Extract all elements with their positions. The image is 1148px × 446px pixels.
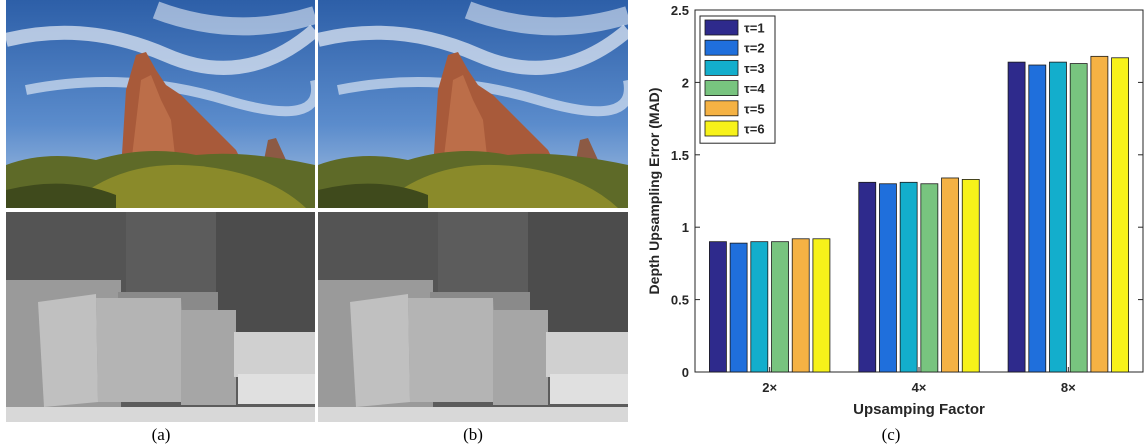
- landscape-photo-a: [6, 0, 315, 208]
- bar: [1090, 55, 1109, 373]
- legend-swatch: [704, 120, 739, 137]
- y-tick-label: 1.5: [671, 148, 689, 163]
- legend-swatch: [704, 80, 739, 96]
- bar: [729, 242, 748, 373]
- y-tick-label: 2: [682, 75, 689, 90]
- depth-map-a: [6, 212, 315, 422]
- image-a-landscape: [6, 0, 315, 208]
- bar: [771, 241, 789, 373]
- x-axis-label: Upsamping Factor: [853, 401, 985, 418]
- bar: [899, 181, 918, 373]
- image-b-depth-map: [318, 212, 628, 422]
- bar: [1069, 63, 1088, 373]
- bar: [941, 177, 959, 373]
- bar: [1028, 64, 1047, 373]
- y-tick-label: 0.5: [671, 293, 689, 308]
- legend-swatch: [704, 19, 739, 36]
- bar: [1007, 61, 1026, 373]
- caption-b: (b): [463, 425, 483, 444]
- y-tick-label: 1: [682, 220, 689, 235]
- bar: [920, 183, 939, 373]
- bar: [709, 241, 727, 373]
- y-tick-label: 0: [682, 365, 689, 380]
- landscape-photo-b: [318, 0, 628, 208]
- legend-label: τ=2: [744, 41, 765, 56]
- legend-label: τ=6: [744, 122, 765, 137]
- y-axis-label: Depth Upsampling Error (MAD): [646, 88, 662, 295]
- legend-label: τ=1: [744, 21, 765, 36]
- legend-swatch: [704, 39, 739, 56]
- bar: [1049, 61, 1067, 373]
- legend-swatch: [704, 100, 739, 117]
- bar: [879, 183, 897, 373]
- x-tick-label: 2×: [762, 380, 777, 395]
- x-tick-label: 4×: [912, 380, 927, 395]
- legend-label: τ=4: [744, 81, 765, 96]
- x-tick-label: 8×: [1061, 380, 1076, 395]
- y-tick-label: 2.5: [671, 3, 689, 18]
- legend-swatch: [704, 60, 739, 76]
- depth-map-b: [318, 212, 628, 422]
- bar: [812, 238, 831, 373]
- legend-label: τ=5: [744, 101, 765, 116]
- bar: [791, 238, 810, 373]
- legend-label: τ=3: [744, 61, 765, 76]
- caption-a: (a): [151, 425, 171, 444]
- image-b-landscape: [318, 0, 628, 208]
- image-a-depth-map: [6, 212, 315, 422]
- bar: [1111, 57, 1129, 373]
- bar: [961, 179, 980, 373]
- caption-c: (c): [881, 425, 901, 444]
- bar: [750, 241, 769, 373]
- bar: [858, 181, 877, 373]
- bar-chart: 0 0.5 1 1.5 2 2.5 2× 4× 8× Upsamping Factor Depth …: [646, 3, 1144, 418]
